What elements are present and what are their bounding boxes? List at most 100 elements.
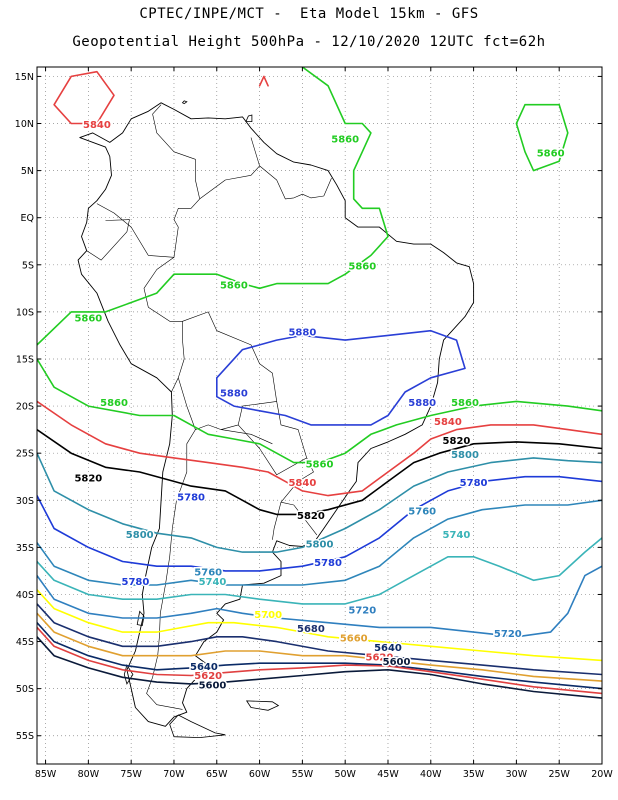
contour-label-halo: 5780: [122, 577, 150, 588]
contour-label-halo: 5600: [383, 657, 411, 668]
contour-label: 5720: [348, 605, 376, 616]
contour-label-halo: 5800: [126, 530, 154, 541]
country-border: [221, 429, 273, 445]
contour-label: 5780: [122, 577, 150, 588]
contour-5740: [37, 537, 602, 605]
contour-label: 5800: [126, 530, 154, 541]
contour-label: 5640: [190, 662, 218, 673]
contour-label-halo: 5600: [199, 681, 227, 692]
contour-5860: [37, 67, 389, 346]
contour-labels: 5840 5840 5860 5860 5860 5860 5860 5860 5860 5860…: [73, 119, 566, 693]
contour-label: 5620: [366, 652, 394, 663]
contour-label: 5760: [408, 506, 436, 517]
height-contours: [37, 67, 602, 699]
contour-label: 5860: [74, 313, 102, 324]
map-frame-bg: [37, 67, 602, 764]
contour-5700: [37, 589, 602, 662]
contour-label: 5800: [306, 539, 334, 550]
contour-label-halo: 5860: [74, 313, 102, 324]
contour-5800: [37, 452, 602, 553]
lat-tick-label: 40S: [16, 590, 34, 601]
lon-tick-label: 20W: [591, 769, 613, 780]
country-border: [199, 137, 260, 200]
map-title-line2: Geopotential Height 500hPa - 12/10/2020 …: [72, 34, 546, 50]
contour-5880: [216, 329, 466, 426]
country-border: [272, 502, 282, 540]
contour-5600: [37, 636, 602, 699]
contour-label: 5700: [254, 610, 282, 621]
contour-label-halo: 5860: [220, 280, 248, 291]
contour-label-halo: 5720: [348, 605, 376, 616]
contour-label: 5820: [297, 511, 325, 522]
lat-tick-label: 10N: [15, 119, 34, 130]
contour-label: 5860: [100, 398, 128, 409]
map-title-line1: CPTEC/INPE/MCT - Eta Model 15km - GFS: [139, 6, 479, 22]
lon-tick-label: 50W: [334, 769, 356, 780]
coastline: [77, 102, 475, 727]
contour-label-halo: 5860: [537, 148, 565, 159]
contour-label-halo: 5620: [194, 671, 222, 682]
island-coast: [245, 114, 253, 122]
contour-5620: [37, 626, 602, 695]
contour-5840: [37, 400, 602, 497]
contour-label-halo: 5860: [100, 398, 128, 409]
country-border: [86, 219, 130, 261]
lon-tick-label: 25W: [548, 769, 570, 780]
contour-label-halo: 5760: [194, 568, 222, 579]
contour-label-halo: 5780: [314, 558, 342, 569]
contour-label-halo: 5780: [460, 478, 488, 489]
contour-label-halo: 5800: [451, 450, 479, 461]
contour-label: 5800: [451, 450, 479, 461]
lat-tick-label: EQ: [21, 213, 34, 224]
contour-label-halo: 5740: [199, 577, 227, 588]
lat-tick-label: 30S: [16, 496, 34, 507]
contour-label-halo: 5860: [451, 398, 479, 409]
contour-label: 5840: [434, 417, 462, 428]
contour-label-halo: 5880: [288, 327, 316, 338]
contour-label-halo: 5700: [254, 610, 282, 621]
contour-label: 5740: [199, 577, 227, 588]
country-border: [96, 104, 200, 258]
contour-label-halo: 5760: [408, 506, 436, 517]
contour-label: 5820: [74, 473, 102, 484]
island-coast: [169, 714, 226, 739]
contour-label-halo: 5620: [366, 652, 394, 663]
contour-label-halo: 5640: [190, 662, 218, 673]
contour-label: 5640: [374, 643, 402, 654]
lon-tick-label: 65W: [206, 769, 228, 780]
contour-label-halo: 5840: [434, 417, 462, 428]
lon-tick-label: 60W: [249, 769, 271, 780]
lon-tick-label: 30W: [506, 769, 528, 780]
country-border: [280, 457, 318, 536]
contour-label: 5760: [194, 568, 222, 579]
contour-label: 5880: [220, 389, 248, 400]
lat-tick-label: 45S: [16, 637, 34, 648]
contour-label: 5600: [199, 681, 227, 692]
lon-tick-label: 35W: [463, 769, 485, 780]
contour-5820: [37, 428, 602, 516]
contour-5760: [37, 499, 602, 586]
country-border: [143, 257, 185, 393]
contour-5860: [37, 358, 602, 464]
contour-label-halo: 5720: [494, 629, 522, 640]
contour-label-halo: 5820: [74, 473, 102, 484]
contour-label: 5860: [306, 459, 334, 470]
contour-label: 5860: [220, 280, 248, 291]
contour-label: 5860: [331, 134, 359, 145]
axis-ticks: 15N 10N 5N EQ 5S 10S 15S 20S 25S 30S 35S 40S 45S 50S 5…: [15, 67, 613, 780]
contour-label: 5840: [83, 120, 111, 131]
contour-label-halo: 5780: [177, 492, 205, 503]
island-coast: [245, 700, 280, 711]
contour-label: 5840: [288, 478, 316, 489]
lon-tick-label: 85W: [35, 769, 57, 780]
contour-label-halo: 5800: [306, 539, 334, 550]
contour-label-halo: 5840: [83, 120, 111, 131]
lat-tick-label: 5S: [22, 260, 34, 271]
contour-label-halo: 5860: [306, 459, 334, 470]
coastlines-and-borders: [77, 100, 475, 739]
contour-5840: [53, 70, 115, 125]
lat-tick-label: 15S: [16, 354, 34, 365]
contour-label: 5740: [443, 530, 471, 541]
contour-label-halo: 5680: [297, 624, 325, 635]
